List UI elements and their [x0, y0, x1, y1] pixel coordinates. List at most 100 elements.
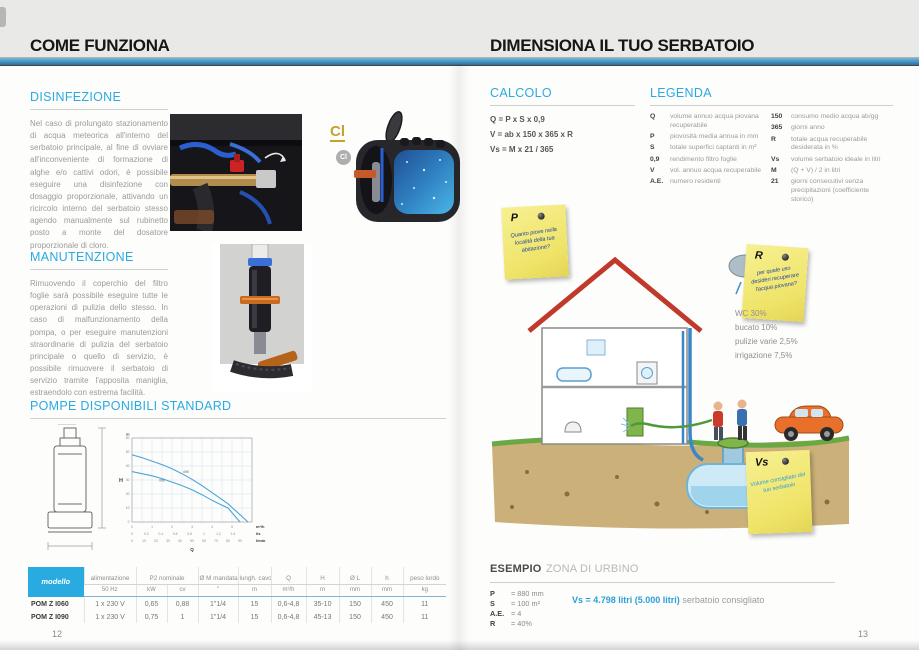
svg-text:5: 5: [231, 525, 233, 529]
svg-text:50: 50: [126, 450, 130, 454]
header-band: [0, 0, 919, 57]
pin-icon: [537, 212, 545, 220]
svg-text:0: 0: [131, 539, 133, 543]
table-header: alimentazione: [83, 567, 136, 585]
table-unit: m³/h: [270, 584, 307, 597]
svg-text:0.2: 0.2: [144, 532, 149, 536]
svg-text:40: 40: [126, 464, 130, 468]
svg-text:90: 90: [238, 539, 242, 543]
section-body: Rimuovendo il coperchio del filtro fogli…: [30, 279, 168, 398]
chlorine-label: Cl: [330, 123, 345, 142]
table-header: Q: [270, 567, 307, 585]
svg-text:I060: I060: [159, 478, 165, 482]
people: [713, 399, 747, 440]
svg-text:10: 10: [142, 539, 146, 543]
table-unit: mm: [338, 584, 372, 597]
section-heading: MANUTENZIONE: [30, 250, 134, 264]
disinfection-photo: [170, 114, 302, 231]
section-rule: [30, 418, 446, 419]
svg-text:Q: Q: [190, 547, 194, 552]
section-disinfezione: DISINFEZIONE Nel caso di prolungato staz…: [30, 90, 168, 252]
pin-icon: [781, 253, 790, 261]
svg-text:I090: I090: [183, 470, 189, 474]
svg-text:l/s: l/s: [256, 531, 261, 536]
section-heading: CALCOLO: [490, 86, 552, 100]
table-unit: ": [197, 584, 239, 597]
page-bottom-shadow: [0, 640, 919, 650]
svg-text:1.4: 1.4: [231, 532, 236, 536]
roof: [527, 256, 703, 333]
table-header-modello: modello: [28, 567, 84, 597]
svg-text:30: 30: [126, 478, 130, 482]
formula: Vs = M x 21 / 365: [490, 144, 554, 154]
bathtub: [556, 367, 592, 382]
filter-unit: [626, 407, 644, 437]
header-divider-bar: [0, 57, 919, 66]
sticky-note-vs: Vs Volume consigliato del tuo serbatoio: [745, 449, 813, 535]
page-number-left: 12: [52, 629, 63, 639]
section-rule: [30, 109, 168, 110]
page-title-left: COME FUNZIONA: [30, 36, 170, 55]
table-header: lungh. cavo: [237, 567, 272, 585]
svg-text:l/min: l/min: [256, 538, 266, 543]
svg-text:60: 60: [126, 436, 130, 440]
svg-text:0: 0: [128, 520, 130, 524]
svg-text:20: 20: [126, 492, 130, 496]
edge-mark: [0, 7, 6, 27]
section-rule: [490, 582, 835, 583]
car: [774, 405, 844, 441]
table-header: peso lordo: [402, 567, 447, 585]
svg-text:30: 30: [166, 539, 170, 543]
esempio-title: ESEMPIO: [490, 563, 542, 575]
section-rule: [650, 105, 893, 106]
garden-hose: [630, 418, 713, 429]
section-heading: LEGENDA: [650, 86, 712, 100]
usage-item: bucato 10%: [735, 323, 778, 332]
table-unit: kW: [135, 584, 167, 597]
tank-inlet-pipe: [354, 170, 376, 178]
svg-text:60: 60: [202, 539, 206, 543]
section-pompe: POMPE DISPONIBILI STANDARD: [30, 399, 446, 419]
toilet: [564, 421, 582, 433]
svg-text:70: 70: [214, 539, 218, 543]
page-title-right: DIMENSIONA IL TUO SERBATOIO: [490, 36, 755, 55]
esempio-subtitle: ZONA DI URBINO: [545, 563, 639, 575]
table-unit: kg: [402, 584, 447, 597]
section-heading: POMPE DISPONIBILI STANDARD: [30, 399, 232, 413]
table-row: POM Z I090 1 x 230 V 0,75 1 1"1/4 15 0,6…: [28, 610, 447, 623]
table-header: h: [370, 567, 404, 585]
svg-text:0.6: 0.6: [173, 532, 178, 536]
legend-column-right: 150 consumo medio acqua ab/gg 365 giorni a…: [771, 113, 881, 204]
formula: Q = P x S x 0,9: [490, 115, 545, 124]
svg-text:40: 40: [178, 539, 182, 543]
usage-percentages: WC 30% bucato 10% pulizie varie 2,5% irr…: [735, 307, 798, 363]
chlorine-badge-icon: Cl: [336, 150, 351, 165]
pin-icon: [781, 457, 790, 465]
usage-item: WC 30%: [735, 309, 767, 318]
page-number-right: 13: [858, 629, 869, 639]
svg-text:H: H: [119, 478, 123, 484]
svg-text:1.2: 1.2: [216, 532, 221, 536]
table-header: Ø M mandata: [197, 567, 239, 585]
table-unit: mm: [370, 584, 404, 597]
table-row: POM Z I060 1 x 230 V 0,65 0,88 1"1/4 15 …: [28, 596, 447, 610]
svg-text:4: 4: [211, 525, 213, 529]
table-unit: m: [237, 584, 272, 597]
svg-text:0.4: 0.4: [159, 532, 164, 536]
svg-text:3: 3: [191, 525, 193, 529]
usage-item: irrigazione 7,5%: [735, 351, 793, 360]
tank-water: [394, 150, 454, 214]
sticky-note-p: P Quanto piove nella località della tua …: [501, 204, 569, 280]
table-unit: m: [305, 584, 340, 597]
svg-text:2: 2: [171, 525, 173, 529]
svg-text:80: 80: [226, 539, 230, 543]
tank-cutaway-illustration: [354, 111, 460, 222]
section-body: Nel caso di prolungato stazionamento di …: [30, 119, 168, 250]
rain-downpipe: [688, 328, 704, 462]
pump-table: modello alimentazione P2 nominale Ø M ma…: [28, 567, 447, 623]
table-unit: cv: [166, 584, 199, 597]
maintenance-photo: [212, 244, 312, 392]
